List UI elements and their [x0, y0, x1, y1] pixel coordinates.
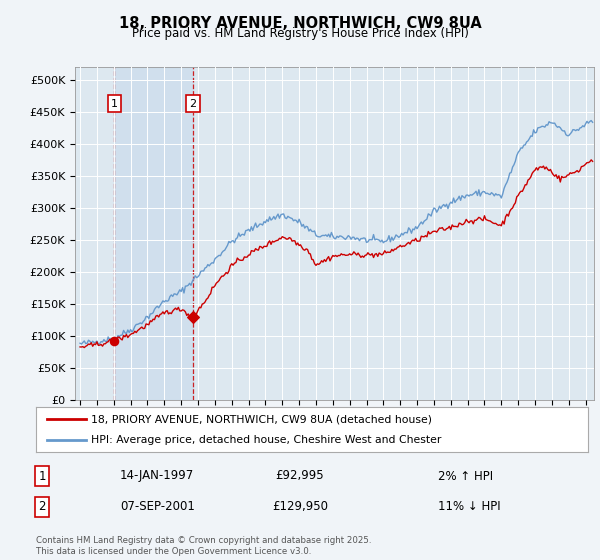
Text: 07-SEP-2001: 07-SEP-2001: [120, 500, 195, 514]
Text: 2% ↑ HPI: 2% ↑ HPI: [438, 469, 493, 483]
Text: Price paid vs. HM Land Registry's House Price Index (HPI): Price paid vs. HM Land Registry's House …: [131, 27, 469, 40]
Text: 14-JAN-1997: 14-JAN-1997: [120, 469, 194, 483]
Text: £129,950: £129,950: [272, 500, 328, 514]
Text: 11% ↓ HPI: 11% ↓ HPI: [438, 500, 500, 514]
Text: £92,995: £92,995: [275, 469, 325, 483]
Point: [110, 337, 119, 346]
Text: 2: 2: [189, 99, 196, 109]
Text: 18, PRIORY AVENUE, NORTHWICH, CW9 8UA: 18, PRIORY AVENUE, NORTHWICH, CW9 8UA: [119, 16, 481, 31]
Bar: [115, 67, 193, 400]
Point: [188, 312, 197, 321]
Text: 1: 1: [111, 99, 118, 109]
Text: 1: 1: [38, 469, 46, 483]
Text: 18, PRIORY AVENUE, NORTHWICH, CW9 8UA (detached house): 18, PRIORY AVENUE, NORTHWICH, CW9 8UA (d…: [91, 414, 432, 424]
Text: Contains HM Land Registry data © Crown copyright and database right 2025.
This d: Contains HM Land Registry data © Crown c…: [36, 536, 371, 556]
Text: HPI: Average price, detached house, Cheshire West and Chester: HPI: Average price, detached house, Ches…: [91, 435, 442, 445]
Text: 2: 2: [38, 500, 46, 514]
